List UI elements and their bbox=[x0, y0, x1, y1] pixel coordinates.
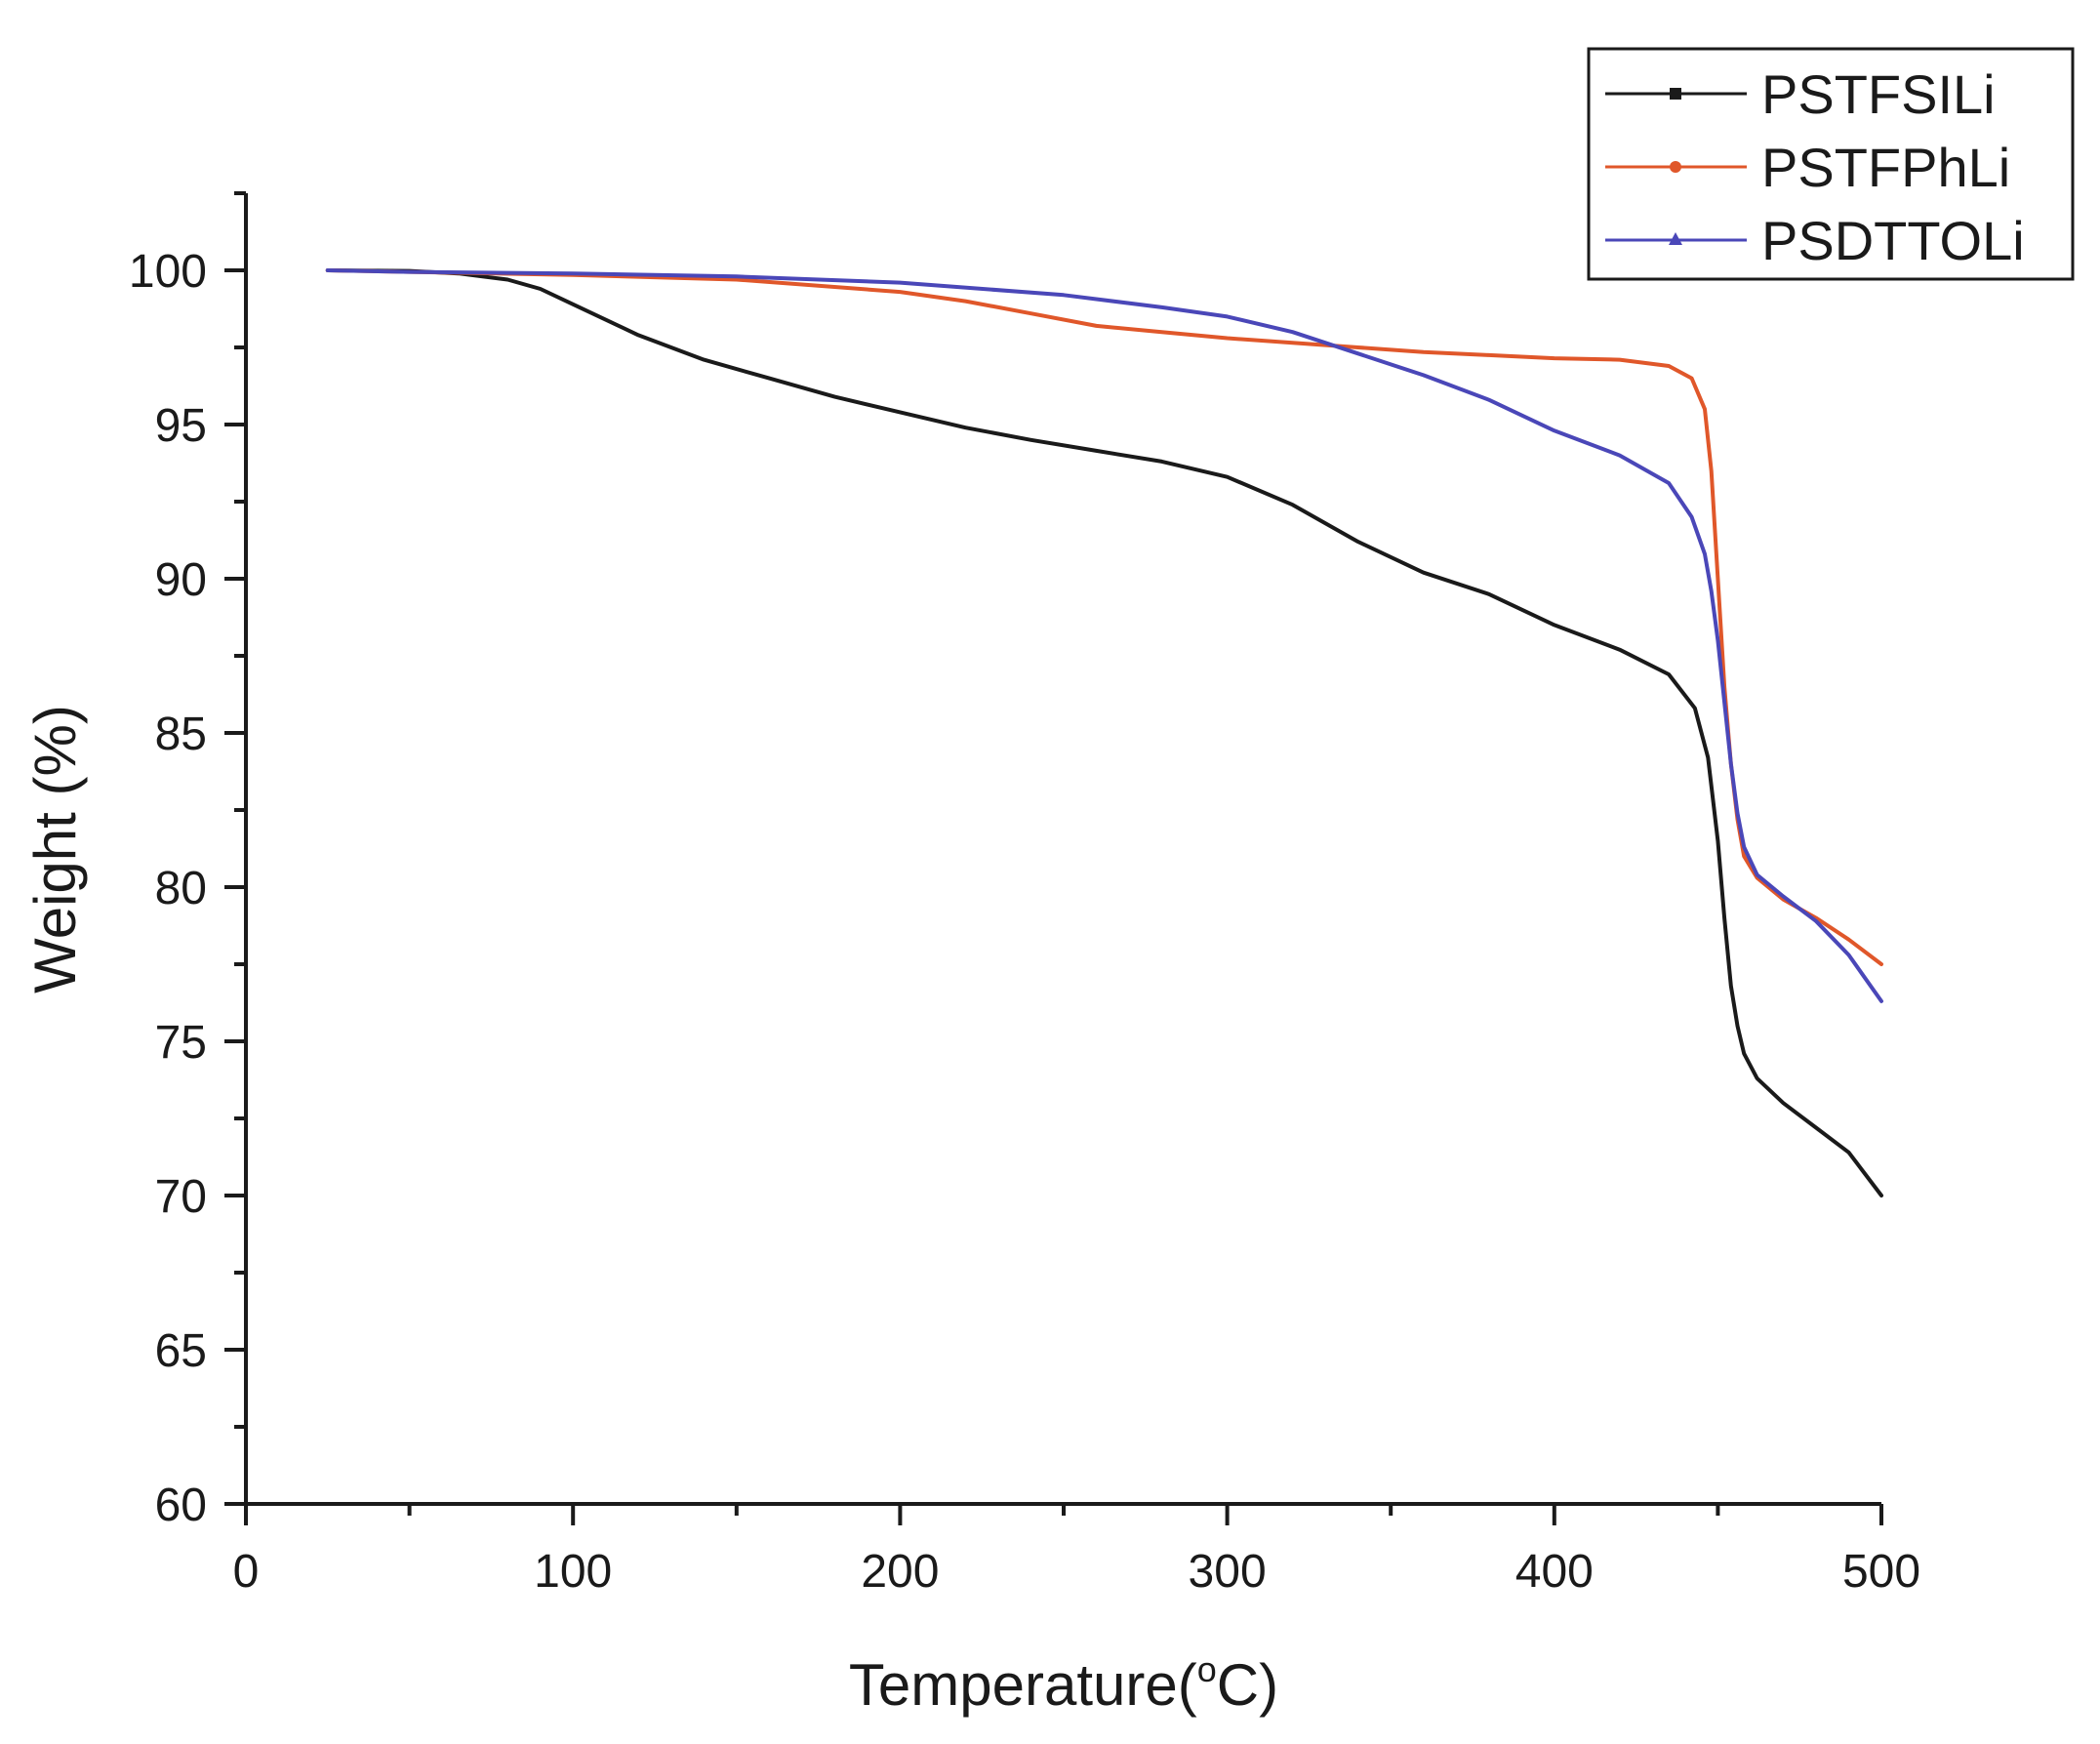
x-tick-label: 0 bbox=[233, 1546, 260, 1598]
legend-marker-triangle bbox=[1669, 232, 1682, 245]
x-ticks: 0 100 200 300 400 500 bbox=[233, 1504, 1920, 1598]
y-tick-label: 80 bbox=[155, 863, 207, 914]
series-line-pstfsili bbox=[325, 268, 1883, 1197]
series-group bbox=[325, 268, 1883, 1197]
y-axis-title: Weight (%) bbox=[22, 705, 88, 994]
x-axis-title-main: Temperature bbox=[849, 1652, 1178, 1718]
legend: PSTFSILi PSTFPhLi PSDTTOLi bbox=[1587, 47, 2075, 281]
legend-label-pstfsili: PSTFSILi bbox=[1761, 63, 1996, 125]
x-axis-degree-sign: o bbox=[1197, 1649, 1217, 1689]
series-line-pstfphli bbox=[325, 268, 1883, 966]
x-axis-title-unit: C) bbox=[1217, 1652, 1278, 1718]
legend-marker-square bbox=[1670, 88, 1681, 100]
y-tick-label: 90 bbox=[155, 554, 207, 606]
x-tick-label: 400 bbox=[1515, 1546, 1594, 1598]
x-tick-label: 200 bbox=[861, 1546, 939, 1598]
legend-marker-circle bbox=[1670, 161, 1681, 173]
y-tick-label: 70 bbox=[155, 1171, 207, 1223]
legend-label-pstfphli: PSTFPhLi bbox=[1761, 137, 2010, 198]
axes bbox=[244, 193, 1881, 1506]
x-axis-title: Temperature(oC) bbox=[849, 1649, 1278, 1718]
y-tick-label: 95 bbox=[155, 400, 207, 452]
x-tick-label: 500 bbox=[1842, 1546, 1920, 1598]
y-tick-label: 75 bbox=[155, 1017, 207, 1069]
series-line-psdttoli bbox=[325, 268, 1883, 1003]
y-ticks: 60 65 70 75 80 85 90 95 100 bbox=[129, 191, 246, 1531]
legend-label-psdttoli: PSDTTOLi bbox=[1761, 210, 2025, 271]
y-tick-label: 85 bbox=[155, 709, 207, 760]
x-tick-label: 300 bbox=[1189, 1546, 1267, 1598]
y-tick-label: 100 bbox=[129, 246, 207, 298]
y-tick-label: 65 bbox=[155, 1325, 207, 1377]
x-tick-label: 100 bbox=[534, 1546, 612, 1598]
y-tick-label: 60 bbox=[155, 1480, 207, 1531]
x-axis-title-paren-open: ( bbox=[1178, 1652, 1197, 1718]
